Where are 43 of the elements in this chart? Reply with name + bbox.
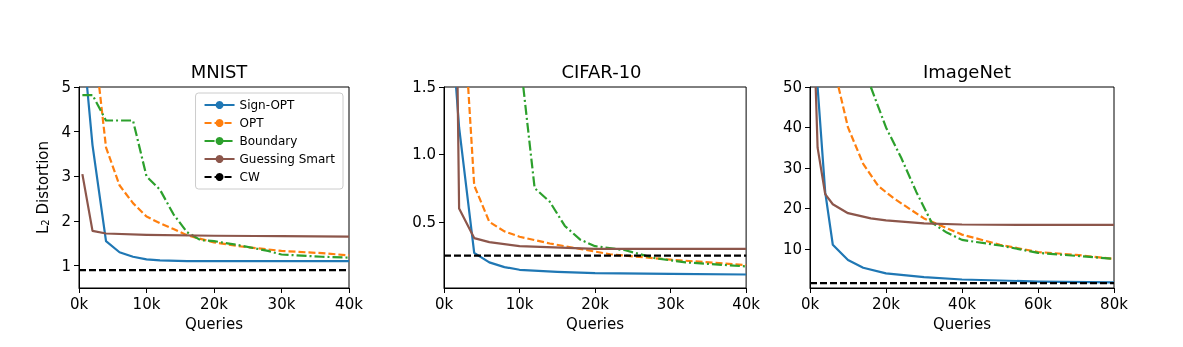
x-tick-label: 60k xyxy=(1024,294,1053,313)
x-axis-title: Queries xyxy=(185,314,244,333)
x-tick-label: 20k xyxy=(581,294,610,313)
chart-title: ImageNet xyxy=(923,60,1011,82)
line-series xyxy=(522,85,748,268)
x-tick-label: 0k xyxy=(800,294,820,313)
x-tick-label: 40k xyxy=(335,294,364,313)
legend-label: CW xyxy=(239,170,260,184)
y-tick-label: 50 xyxy=(782,78,802,96)
x-axis-title: Queries xyxy=(566,314,625,333)
y-tick-label: 30 xyxy=(782,158,802,177)
y-tick-label: 1.5 xyxy=(412,78,436,96)
x-tick-label: 10k xyxy=(132,294,161,313)
y-tick-label: 10 xyxy=(782,239,802,258)
y-tick-label: 40 xyxy=(782,118,802,137)
legend-label: OPT xyxy=(239,116,265,130)
x-tick-label: 40k xyxy=(948,294,977,313)
chart-title: MNIST xyxy=(190,60,249,82)
x-tick-label: 20k xyxy=(200,294,229,313)
x-tick-label: 30k xyxy=(267,294,296,313)
line-series xyxy=(816,85,1116,284)
x-axis-title: Queries xyxy=(933,314,992,333)
y-tick-label: 0.5 xyxy=(412,212,436,231)
y-tick-label: 1 xyxy=(61,256,71,275)
y-tick-label: 1.0 xyxy=(412,145,436,164)
x-tick-label: 10k xyxy=(505,294,534,313)
y-tick-label: 4 xyxy=(61,122,71,141)
x-tick-label: 40k xyxy=(732,294,761,313)
y-tick-label: 20 xyxy=(782,199,802,218)
chart-title: CIFAR-10 xyxy=(561,60,642,82)
line-series xyxy=(814,85,1116,227)
x-tick-label: 0k xyxy=(434,294,454,313)
x-tick-label: 0k xyxy=(69,294,89,313)
legend-label: Guessing Smart xyxy=(239,152,336,166)
x-tick-label: 80k xyxy=(1100,294,1129,313)
x-tick-label: 30k xyxy=(656,294,685,313)
legend-label: Sign-OPT xyxy=(239,98,296,112)
y-tick-label: 3 xyxy=(61,167,71,186)
y-tick-label: 5 xyxy=(61,78,71,96)
y-tick-label: 2 xyxy=(61,212,71,230)
x-tick-label: 20k xyxy=(872,294,901,313)
legend-label: Boundary xyxy=(239,134,298,148)
line-series xyxy=(81,173,351,238)
